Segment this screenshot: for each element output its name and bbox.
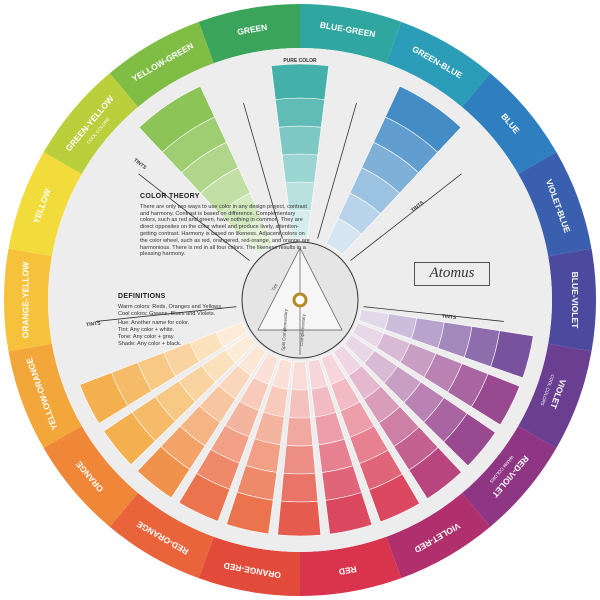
tint-cell xyxy=(283,445,316,475)
tint-cell xyxy=(285,417,314,447)
arrow-line xyxy=(243,102,283,239)
definition-item: Hue: Another name for color. xyxy=(118,320,190,327)
definition-item: Cool colors: Greens, Blues and Violets. xyxy=(118,310,216,317)
tint-label: Tint xyxy=(271,282,279,291)
rim-segment[interactable] xyxy=(198,4,300,64)
tints-label: TINTS xyxy=(86,320,102,328)
tint-cell xyxy=(138,85,216,153)
rim-label: ORANGE-YELLOW xyxy=(20,261,30,338)
rim-segment[interactable] xyxy=(43,426,139,527)
tints-label: TINTS xyxy=(441,313,457,321)
arrow-line xyxy=(317,102,357,239)
definitions-section: DEFINITIONS Warm colors: Reds, Oranges a… xyxy=(118,293,258,348)
arrow-line xyxy=(138,173,250,261)
rim-segment[interactable] xyxy=(518,152,592,257)
center-rivet xyxy=(292,292,308,308)
rim-segment[interactable] xyxy=(461,426,557,527)
rim-segment[interactable] xyxy=(300,4,402,64)
rim-segment[interactable] xyxy=(548,248,596,352)
tint-cell xyxy=(278,125,322,156)
tint-cell xyxy=(79,372,129,424)
color-theory-section: COLOR THEORY There are only two ways to … xyxy=(140,193,310,258)
tint-cell xyxy=(280,472,319,503)
rim-label: RED xyxy=(338,564,357,577)
tint-cell xyxy=(178,473,231,522)
rim-segment[interactable] xyxy=(8,343,82,448)
tint-cell xyxy=(408,446,462,500)
color-theory-body: There are only two ways to use color in … xyxy=(140,203,310,258)
rim-label: BLUE-VIOLET xyxy=(570,272,580,329)
tint-cell xyxy=(270,63,330,100)
color-theory-title: COLOR THEORY xyxy=(140,193,200,200)
arrow-line xyxy=(350,173,462,261)
rim-segment[interactable] xyxy=(198,536,300,596)
rim-segment[interactable] xyxy=(109,493,214,579)
definition-item: Warm colors: Reds, Oranges and Yellows. xyxy=(118,303,223,310)
tint-cell xyxy=(443,412,496,467)
rim-segment[interactable] xyxy=(43,73,139,174)
pure-color-label: PURE COLOR xyxy=(283,58,317,64)
arrow-line xyxy=(96,306,237,322)
tint-cell xyxy=(470,373,521,426)
tint-cell xyxy=(368,473,421,523)
tint-cell xyxy=(277,500,322,537)
rim-segment[interactable] xyxy=(386,21,491,107)
rim-segment[interactable] xyxy=(386,493,491,579)
tint-cell xyxy=(281,153,319,184)
tint-cell xyxy=(291,361,309,391)
arrow-line xyxy=(363,306,504,322)
complementary-label: Complementary xyxy=(299,313,306,346)
brand-logo: Atomus xyxy=(414,262,490,286)
definitions-title: DEFINITIONS xyxy=(118,293,166,300)
rim-segment[interactable] xyxy=(518,343,592,448)
tint-cell xyxy=(275,97,325,128)
rim-segment[interactable] xyxy=(300,536,402,596)
tint-cell xyxy=(226,491,274,535)
rim-segment[interactable] xyxy=(3,248,52,352)
rim-segment[interactable] xyxy=(461,73,557,174)
rim-segment[interactable] xyxy=(109,21,214,107)
tint-cell xyxy=(103,411,156,466)
split-complementary-label: Split Complementary xyxy=(281,308,289,351)
tint-cell xyxy=(288,389,311,419)
tint-cell xyxy=(136,445,191,499)
tint-cell xyxy=(325,492,373,535)
rim-segment[interactable] xyxy=(8,152,82,257)
tint-cell xyxy=(490,330,534,379)
definition-item: Shade: Any color + black. xyxy=(118,340,182,347)
tint-cell xyxy=(384,85,462,153)
definition-item: Tint: Any color + white. xyxy=(118,327,175,334)
definition-item: Tone: Any color + gray. xyxy=(118,333,175,340)
